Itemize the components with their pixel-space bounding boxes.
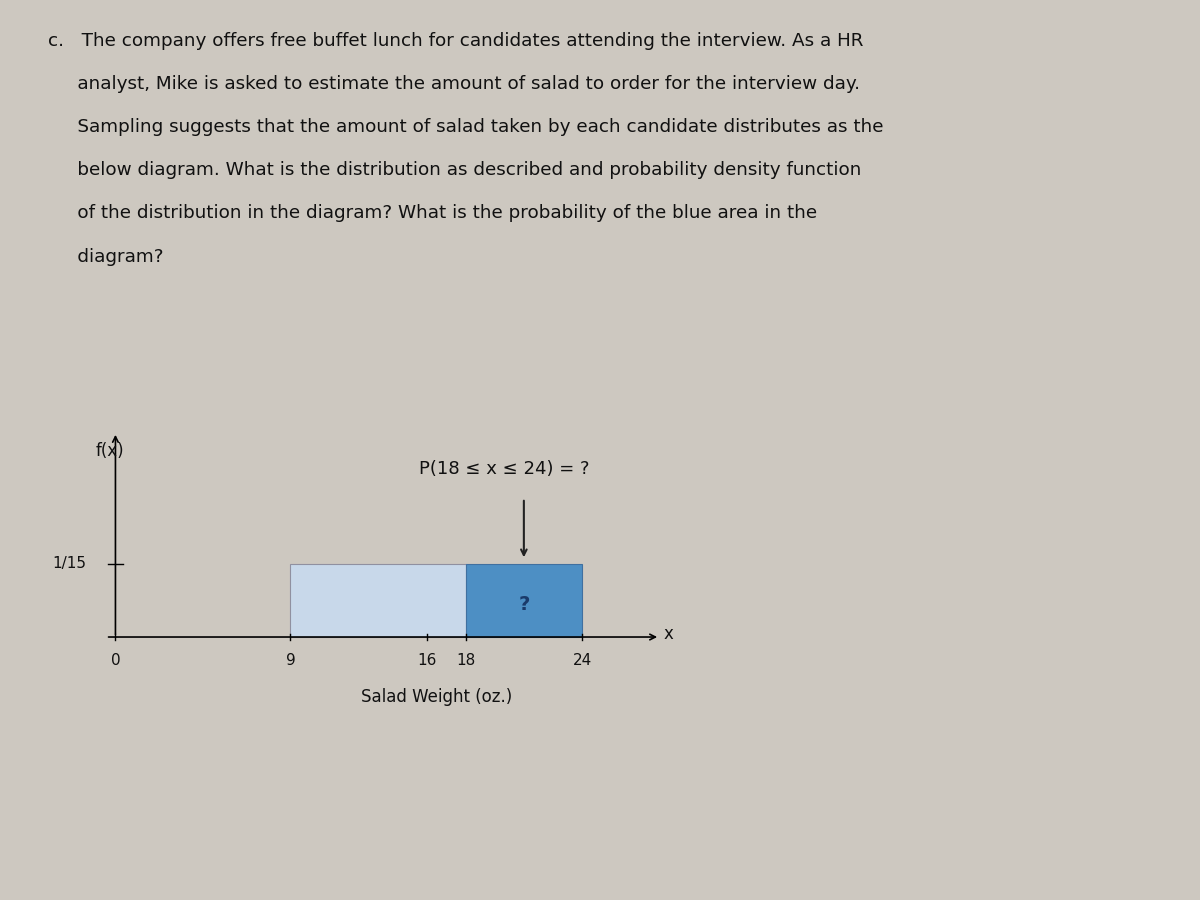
Text: x: x (664, 626, 673, 644)
Text: c.   The company offers free buffet lunch for candidates attending the interview: c. The company offers free buffet lunch … (48, 32, 864, 50)
Text: ?: ? (518, 595, 529, 614)
Text: 0: 0 (110, 653, 120, 668)
Text: 1/15: 1/15 (53, 556, 86, 572)
Text: 18: 18 (456, 653, 475, 668)
Text: diagram?: diagram? (48, 248, 163, 266)
Text: Salad Weight (oz.): Salad Weight (oz.) (361, 688, 512, 706)
Bar (290, 563, 466, 637)
Text: of the distribution in the diagram? What is the probability of the blue area in : of the distribution in the diagram? What… (48, 204, 817, 222)
Text: 16: 16 (416, 653, 437, 668)
Text: analyst, Mike is asked to estimate the amount of salad to order for the intervie: analyst, Mike is asked to estimate the a… (48, 75, 860, 93)
Text: 24: 24 (572, 653, 592, 668)
Text: Sampling suggests that the amount of salad taken by each candidate distributes a: Sampling suggests that the amount of sal… (48, 118, 883, 136)
Text: f(x): f(x) (95, 442, 124, 460)
Text: below diagram. What is the distribution as described and probability density fun: below diagram. What is the distribution … (48, 161, 862, 179)
Text: 9: 9 (286, 653, 295, 668)
Bar (466, 563, 582, 637)
Text: P(18 ≤ x ≤ 24) = ?: P(18 ≤ x ≤ 24) = ? (419, 460, 589, 478)
